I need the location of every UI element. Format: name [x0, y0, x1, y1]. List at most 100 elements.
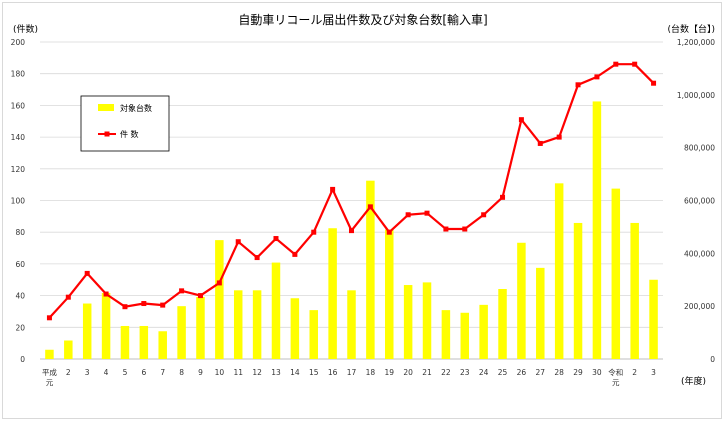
category-label: 6	[141, 368, 146, 377]
line-marker	[160, 302, 166, 308]
category-label: 27	[536, 368, 546, 377]
right-tick-label: 600,000	[684, 197, 715, 206]
chart-title: 自動車リコール届出件数及び対象台数[輸入車]	[238, 12, 487, 27]
category-label: 15	[309, 368, 319, 377]
legend-swatch-marker	[104, 131, 110, 137]
category-label: 元	[46, 378, 54, 387]
right-tick-label: 0	[710, 355, 715, 364]
line-marker	[632, 61, 638, 67]
category-label: 21	[422, 368, 432, 377]
category-label: 3	[85, 368, 90, 377]
category-label: 12	[252, 368, 262, 377]
line-marker	[311, 229, 317, 235]
line-marker	[613, 61, 619, 67]
bar	[233, 290, 243, 359]
line-marker	[122, 304, 128, 310]
bar	[403, 285, 413, 359]
legend: 対象台数 件 数	[80, 95, 170, 152]
bar	[460, 312, 470, 359]
bar	[82, 303, 92, 359]
bar	[517, 242, 526, 359]
right-tick-label: 1,200,000	[677, 38, 715, 47]
category-label: 23	[460, 368, 470, 377]
line-marker	[518, 117, 524, 123]
left-tick-label: 60	[15, 260, 25, 269]
category-label: 25	[498, 368, 508, 377]
chart-frame: 自動車リコール届出件数及び対象台数[輸入車] (件数) (台数【台】) (年度)…	[2, 2, 722, 419]
bar-series	[45, 101, 658, 359]
category-label: 7	[160, 368, 165, 377]
line-marker	[349, 228, 354, 234]
line-marker	[405, 212, 411, 218]
line-marker	[84, 270, 90, 276]
bar	[64, 340, 73, 359]
bar	[271, 262, 281, 359]
left-axis-unit: (件数)	[13, 23, 38, 35]
legend-label-line: 件 数	[120, 129, 139, 139]
line-marker	[65, 294, 71, 300]
bar	[479, 304, 488, 359]
category-label: 20	[403, 368, 413, 377]
x-axis-unit: (年度)	[681, 375, 706, 387]
bar	[366, 180, 375, 359]
line-marker	[46, 315, 52, 321]
left-tick-label: 120	[11, 165, 26, 174]
bar	[309, 310, 318, 359]
line-marker	[556, 134, 562, 140]
category-label: 元	[612, 378, 620, 387]
bar	[498, 288, 507, 359]
left-tick-label: 100	[11, 197, 26, 206]
category-label: 4	[104, 368, 109, 377]
category-label: 13	[271, 368, 281, 377]
bar	[630, 222, 639, 359]
left-tick-label: 0	[20, 355, 25, 364]
category-label: 平成	[42, 367, 57, 377]
line-marker	[216, 280, 222, 286]
category-label: 19	[384, 368, 394, 377]
category-label: 17	[347, 368, 357, 377]
legend-box	[80, 95, 170, 152]
line-marker	[254, 255, 260, 261]
left-tick-label: 180	[11, 70, 26, 79]
bar	[347, 290, 356, 359]
bar	[536, 267, 545, 359]
left-tick-label: 140	[11, 133, 26, 142]
category-label: 9	[198, 368, 203, 377]
line-marker	[273, 236, 279, 242]
right-tick-label: 1,000,000	[677, 91, 715, 100]
bar	[215, 240, 224, 359]
bar	[158, 331, 167, 359]
bar	[139, 325, 149, 359]
left-tick-label: 40	[15, 292, 25, 301]
line-marker	[197, 293, 203, 299]
line-marker	[537, 140, 543, 146]
bar	[649, 279, 658, 359]
line-marker	[292, 251, 298, 257]
category-label: 26	[517, 368, 527, 377]
bar	[252, 290, 262, 359]
right-tick-label: 800,000	[684, 144, 715, 153]
category-label: 3	[651, 368, 656, 377]
category-label: 18	[366, 368, 376, 377]
category-label: 30	[592, 368, 602, 377]
category-label: 5	[123, 368, 128, 377]
line-marker	[424, 210, 430, 216]
category-label: 24	[479, 368, 489, 377]
bar	[45, 349, 54, 359]
line-marker	[651, 80, 657, 86]
bar	[573, 222, 583, 359]
line-marker	[575, 82, 581, 88]
bar	[101, 292, 111, 359]
bar	[328, 228, 337, 359]
category-label: 11	[233, 368, 243, 377]
category-label: 2	[66, 368, 71, 377]
bar	[290, 298, 300, 359]
left-tick-label: 160	[11, 101, 26, 110]
right-axis: 0 200,000 400,000 600,000 800,000 1,000,000 1,…	[677, 38, 715, 364]
bar	[120, 325, 130, 359]
bar	[177, 306, 186, 359]
left-tick-label: 20	[15, 323, 25, 332]
category-label: 2	[632, 368, 637, 377]
left-tick-label: 200	[11, 38, 26, 47]
bar	[611, 188, 621, 359]
